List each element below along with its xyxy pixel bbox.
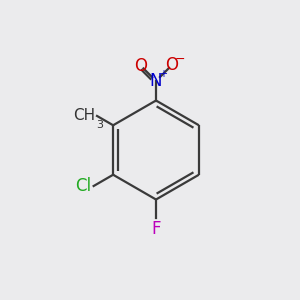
Text: O: O — [165, 56, 178, 74]
Text: 3: 3 — [96, 119, 103, 130]
Text: CH: CH — [74, 108, 95, 124]
Text: −: − — [175, 53, 186, 66]
Text: F: F — [151, 220, 161, 238]
Text: N: N — [150, 72, 162, 90]
Text: +: + — [159, 69, 167, 80]
Text: O: O — [134, 57, 147, 75]
Text: Cl: Cl — [75, 177, 91, 195]
